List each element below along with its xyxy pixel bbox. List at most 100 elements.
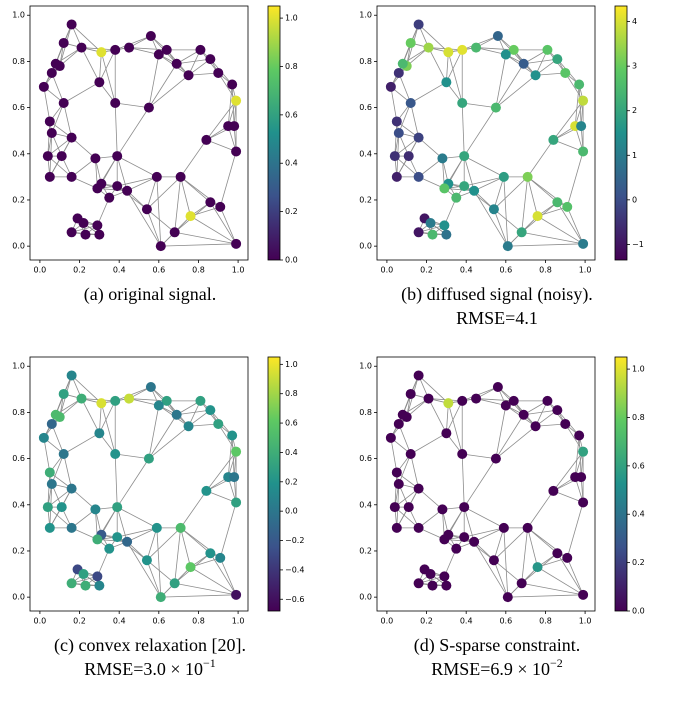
edge bbox=[71, 24, 102, 53]
node bbox=[439, 220, 450, 231]
node bbox=[441, 428, 452, 439]
node bbox=[231, 589, 242, 600]
edge bbox=[116, 506, 128, 542]
edge bbox=[503, 527, 509, 598]
colorbar-tick-label: 0.4 bbox=[285, 159, 298, 168]
caption-exponent: −1 bbox=[203, 656, 216, 670]
colorbar bbox=[267, 356, 281, 612]
edge bbox=[148, 63, 177, 108]
node bbox=[516, 227, 527, 238]
edge bbox=[390, 86, 398, 122]
caption-rmse: RMSE=4.1 bbox=[456, 308, 538, 328]
node bbox=[112, 181, 123, 192]
node bbox=[427, 229, 438, 240]
node bbox=[578, 446, 589, 457]
node bbox=[385, 81, 396, 92]
node bbox=[393, 418, 404, 429]
node bbox=[213, 418, 224, 429]
edge bbox=[527, 490, 554, 529]
edge bbox=[463, 458, 497, 508]
node bbox=[145, 31, 156, 42]
edge bbox=[553, 451, 584, 492]
edge bbox=[190, 566, 237, 596]
edge bbox=[47, 155, 72, 178]
edge bbox=[553, 139, 584, 152]
edge bbox=[126, 527, 158, 543]
node bbox=[58, 97, 69, 108]
edge bbox=[100, 52, 116, 104]
edge bbox=[47, 488, 72, 508]
node bbox=[542, 44, 553, 55]
panel: 0.0 0.2 0.4 0.6 0.8 1.0 0.0 0.2 0.4 0.6 0.8 1.0 0.0 0… bbox=[359, 356, 645, 679]
edge bbox=[55, 47, 82, 65]
node bbox=[552, 197, 563, 208]
node bbox=[153, 400, 164, 411]
edge bbox=[418, 509, 443, 529]
node bbox=[213, 67, 224, 78]
y-tick-label: 0.2 bbox=[359, 546, 372, 555]
node bbox=[46, 67, 57, 78]
edge bbox=[71, 137, 96, 159]
node bbox=[552, 54, 563, 65]
node bbox=[155, 241, 166, 252]
edge bbox=[180, 176, 191, 217]
y-tick-label: 0.0 bbox=[359, 593, 372, 602]
edge bbox=[148, 54, 160, 108]
node bbox=[66, 578, 77, 589]
node bbox=[413, 483, 424, 494]
edge bbox=[114, 453, 118, 508]
edge bbox=[47, 472, 51, 508]
node bbox=[90, 153, 101, 164]
edge bbox=[464, 506, 505, 529]
colorbar-tick-label: 0.6 bbox=[285, 110, 298, 119]
colorbar-tick-label: 0.0 bbox=[285, 507, 298, 516]
x-tick-label: 0.8 bbox=[539, 617, 552, 626]
node bbox=[457, 448, 468, 459]
edge bbox=[476, 47, 514, 51]
edge bbox=[116, 536, 148, 561]
node bbox=[500, 49, 511, 60]
y-tick-label: 0.2 bbox=[359, 195, 372, 204]
caption: RMSE=6.9 × 10−2 bbox=[431, 656, 563, 679]
node bbox=[502, 241, 513, 252]
node bbox=[44, 171, 55, 182]
node bbox=[90, 504, 101, 515]
colorbar-tick-label: 1.0 bbox=[632, 365, 645, 374]
node bbox=[459, 532, 470, 543]
edge bbox=[398, 423, 412, 455]
node bbox=[92, 183, 103, 194]
node bbox=[231, 446, 242, 457]
edge bbox=[99, 400, 116, 434]
edge bbox=[219, 557, 237, 595]
node bbox=[231, 146, 242, 157]
x-tick-label: 1.0 bbox=[579, 617, 592, 626]
node bbox=[516, 578, 527, 589]
edge bbox=[394, 121, 398, 157]
node bbox=[403, 502, 414, 513]
edge bbox=[394, 472, 398, 508]
node bbox=[397, 409, 408, 420]
node bbox=[457, 44, 468, 55]
node bbox=[403, 151, 414, 162]
edge bbox=[115, 453, 149, 459]
node bbox=[439, 571, 450, 582]
edge bbox=[527, 139, 554, 178]
node bbox=[94, 580, 105, 591]
plot-frame bbox=[29, 356, 249, 612]
edge bbox=[444, 548, 457, 577]
node bbox=[393, 128, 404, 138]
colorbar bbox=[614, 356, 628, 612]
edge bbox=[521, 231, 584, 245]
colorbar-tick-label: −1 bbox=[632, 240, 644, 249]
edge bbox=[148, 405, 160, 459]
node bbox=[518, 409, 529, 420]
node bbox=[508, 395, 519, 406]
node bbox=[413, 370, 424, 381]
edge bbox=[578, 435, 582, 478]
node bbox=[405, 37, 416, 48]
node bbox=[153, 49, 164, 60]
node bbox=[171, 58, 182, 69]
edge bbox=[116, 458, 150, 508]
edge bbox=[418, 488, 443, 510]
x-tick-label: 1.0 bbox=[232, 266, 245, 275]
